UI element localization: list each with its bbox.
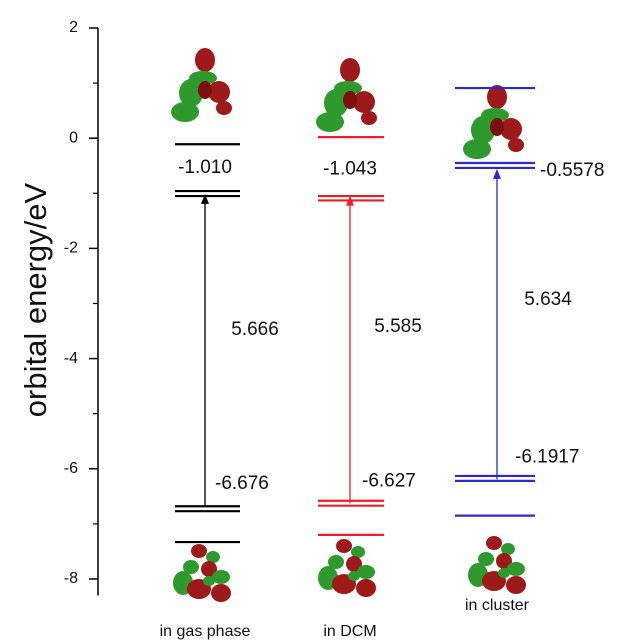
lumo-label: -1.043 [323, 159, 377, 180]
y-tick-label: -4 [64, 350, 78, 367]
gap-label: 5.585 [374, 316, 422, 337]
category-label: in cluster [465, 597, 530, 614]
y-tick-label: -8 [64, 570, 78, 587]
y-tick-label: -2 [64, 240, 78, 257]
homo-label: -6.676 [215, 473, 269, 494]
arrow-head [493, 169, 501, 179]
y-tick-label: 0 [69, 129, 78, 146]
y-tick-label: -6 [64, 460, 78, 477]
homo-label: -6.627 [362, 470, 416, 491]
gap-label: 5.634 [524, 289, 572, 310]
gap-label: 5.666 [231, 319, 279, 340]
orbital-pictures [171, 48, 526, 602]
lumo-label: -1.010 [178, 157, 232, 178]
chart: orbital energy/eV -8 -6 -4 -2 0 2 -1.010 -6.676… [0, 0, 621, 644]
category-label: in gas phase [160, 623, 251, 640]
category-label: in DCM [323, 623, 376, 640]
y-tick-label: 2 [69, 19, 78, 36]
homo-label: -6.1917 [515, 446, 579, 467]
lumo-label: -0.5578 [540, 160, 604, 181]
y-axis-label: orbital energy/eV [18, 183, 53, 418]
